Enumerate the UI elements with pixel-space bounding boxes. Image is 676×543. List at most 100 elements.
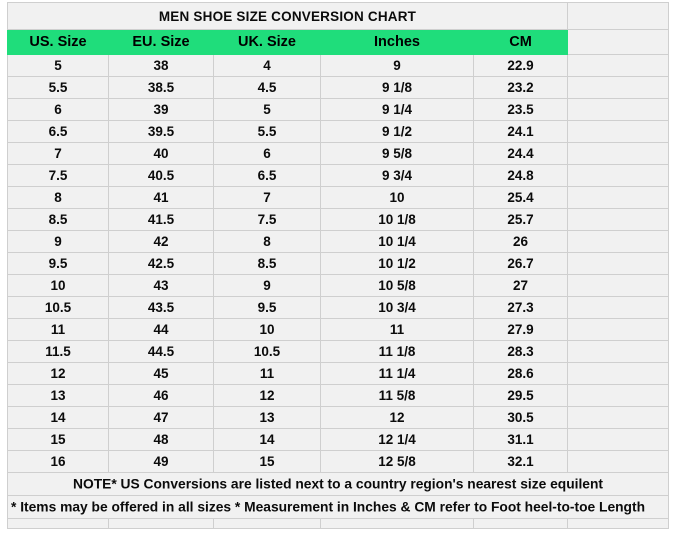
cell-uk-size[interactable]: 7: [213, 186, 321, 209]
empty-cell[interactable]: [567, 406, 670, 429]
cell-us-size[interactable]: 11: [7, 318, 109, 341]
cell-uk-size[interactable]: 12: [213, 384, 321, 407]
cell-uk-size[interactable]: 5: [213, 98, 321, 121]
empty-cell[interactable]: [213, 518, 321, 529]
cell-uk-size[interactable]: 4.5: [213, 76, 321, 99]
cell-cm[interactable]: 30.5: [472, 406, 569, 429]
cell-inches[interactable]: 11: [320, 318, 474, 341]
cell-eu-size[interactable]: 41.5: [108, 208, 214, 231]
cell-inches[interactable]: 12 1/4: [320, 428, 474, 451]
cell-us-size[interactable]: 7: [7, 142, 109, 165]
cell-eu-size[interactable]: 43: [108, 274, 214, 297]
empty-cell[interactable]: [472, 518, 569, 529]
cell-cm[interactable]: 28.6: [472, 362, 569, 385]
cell-cm[interactable]: 28.3: [472, 340, 569, 363]
empty-cell[interactable]: [567, 54, 670, 77]
cell-uk-size[interactable]: 10.5: [213, 340, 321, 363]
cell-us-size[interactable]: 11.5: [7, 340, 109, 363]
empty-cell[interactable]: [567, 76, 670, 99]
cell-eu-size[interactable]: 39.5: [108, 120, 214, 143]
cell-uk-size[interactable]: 10: [213, 318, 321, 341]
column-header-eu-size[interactable]: EU. Size: [108, 29, 214, 55]
empty-cell[interactable]: [567, 120, 670, 143]
empty-cell[interactable]: [567, 274, 670, 297]
cell-inches[interactable]: 10 1/4: [320, 230, 474, 253]
cell-us-size[interactable]: 6: [7, 98, 109, 121]
cell-eu-size[interactable]: 38.5: [108, 76, 214, 99]
cell-eu-size[interactable]: 39: [108, 98, 214, 121]
cell-uk-size[interactable]: 14: [213, 428, 321, 451]
cell-cm[interactable]: 26: [472, 230, 569, 253]
column-header-cm[interactable]: CM: [472, 29, 569, 55]
cell-cm[interactable]: 29.5: [472, 384, 569, 407]
empty-cell[interactable]: [567, 384, 670, 407]
empty-cell[interactable]: [567, 142, 670, 165]
cell-eu-size[interactable]: 42: [108, 230, 214, 253]
cell-inches[interactable]: 10 3/4: [320, 296, 474, 319]
empty-cell[interactable]: [567, 29, 670, 55]
cell-eu-size[interactable]: 45: [108, 362, 214, 385]
cell-inches[interactable]: 10 5/8: [320, 274, 474, 297]
cell-us-size[interactable]: 8: [7, 186, 109, 209]
cell-inches[interactable]: 12 5/8: [320, 450, 474, 473]
cell-cm[interactable]: 23.2: [472, 76, 569, 99]
cell-eu-size[interactable]: 47: [108, 406, 214, 429]
cell-inches[interactable]: 9 1/8: [320, 76, 474, 99]
empty-cell[interactable]: [108, 518, 214, 529]
cell-cm[interactable]: 25.7: [472, 208, 569, 231]
cell-inches[interactable]: 9: [320, 54, 474, 77]
empty-cell[interactable]: [567, 252, 670, 275]
cell-eu-size[interactable]: 42.5: [108, 252, 214, 275]
cell-uk-size[interactable]: 4: [213, 54, 321, 77]
cell-inches[interactable]: 9 1/4: [320, 98, 474, 121]
note-cell-measurement[interactable]: * Items may be offered in all sizes * Me…: [6, 495, 670, 519]
note-cell-conversions[interactable]: NOTE* US Conversions are listed next to …: [6, 472, 670, 496]
empty-cell[interactable]: [320, 518, 474, 529]
cell-inches[interactable]: 9 1/2: [320, 120, 474, 143]
cell-eu-size[interactable]: 48: [108, 428, 214, 451]
cell-eu-size[interactable]: 44.5: [108, 340, 214, 363]
cell-inches[interactable]: 11 1/4: [320, 362, 474, 385]
empty-cell[interactable]: [567, 186, 670, 209]
cell-uk-size[interactable]: 7.5: [213, 208, 321, 231]
cell-inches[interactable]: 10: [320, 186, 474, 209]
cell-inches[interactable]: 12: [320, 406, 474, 429]
cell-inches[interactable]: 9 5/8: [320, 142, 474, 165]
cell-inches[interactable]: 9 3/4: [320, 164, 474, 187]
cell-us-size[interactable]: 5.5: [7, 76, 109, 99]
cell-eu-size[interactable]: 44: [108, 318, 214, 341]
empty-cell[interactable]: [567, 230, 670, 253]
cell-uk-size[interactable]: 13: [213, 406, 321, 429]
cell-cm[interactable]: 25.4: [472, 186, 569, 209]
cell-uk-size[interactable]: 6.5: [213, 164, 321, 187]
cell-cm[interactable]: 24.4: [472, 142, 569, 165]
cell-inches[interactable]: 11 5/8: [320, 384, 474, 407]
cell-uk-size[interactable]: 9: [213, 274, 321, 297]
empty-cell[interactable]: [567, 208, 670, 231]
cell-inches[interactable]: 10 1/8: [320, 208, 474, 231]
cell-uk-size[interactable]: 11: [213, 362, 321, 385]
cell-us-size[interactable]: 9: [7, 230, 109, 253]
cell-eu-size[interactable]: 38: [108, 54, 214, 77]
cell-us-size[interactable]: 12: [7, 362, 109, 385]
cell-us-size[interactable]: 10: [7, 274, 109, 297]
cell-uk-size[interactable]: 9.5: [213, 296, 321, 319]
cell-uk-size[interactable]: 15: [213, 450, 321, 473]
cell-us-size[interactable]: 15: [7, 428, 109, 451]
empty-cell[interactable]: [567, 296, 670, 319]
cell-uk-size[interactable]: 8.5: [213, 252, 321, 275]
cell-us-size[interactable]: 13: [7, 384, 109, 407]
empty-cell[interactable]: [567, 340, 670, 363]
cell-us-size[interactable]: 5: [7, 54, 109, 77]
cell-us-size[interactable]: 14: [7, 406, 109, 429]
column-header-inches[interactable]: Inches: [320, 29, 474, 55]
cell-cm[interactable]: 24.8: [472, 164, 569, 187]
cell-us-size[interactable]: 16: [7, 450, 109, 473]
cell-us-size[interactable]: 7.5: [7, 164, 109, 187]
empty-cell[interactable]: [567, 428, 670, 451]
cell-uk-size[interactable]: 8: [213, 230, 321, 253]
cell-uk-size[interactable]: 6: [213, 142, 321, 165]
cell-eu-size[interactable]: 40.5: [108, 164, 214, 187]
cell-us-size[interactable]: 10.5: [7, 296, 109, 319]
cell-eu-size[interactable]: 43.5: [108, 296, 214, 319]
